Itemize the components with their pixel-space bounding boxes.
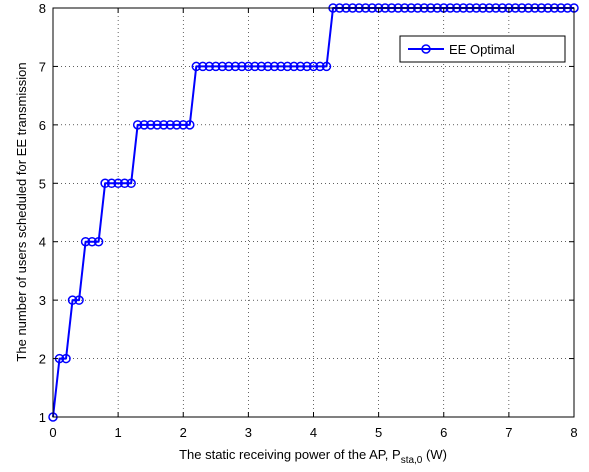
data-point bbox=[224, 61, 234, 72]
x-tick-label: 4 bbox=[310, 425, 317, 440]
data-point bbox=[185, 120, 195, 130]
data-point bbox=[289, 61, 299, 72]
data-point bbox=[198, 61, 208, 72]
data-point bbox=[217, 61, 228, 72]
data-point bbox=[237, 61, 247, 72]
data-point bbox=[139, 120, 149, 130]
data-point bbox=[250, 61, 260, 72]
x-tick-label: 1 bbox=[115, 425, 122, 440]
x-tick-label: 5 bbox=[375, 425, 382, 440]
data-point bbox=[152, 120, 162, 130]
x-axis-label: The static receiving power of the AP, Ps… bbox=[179, 447, 447, 466]
data-point bbox=[87, 236, 97, 247]
data-point bbox=[269, 61, 280, 72]
data-point bbox=[67, 295, 78, 305]
data-point bbox=[74, 295, 84, 305]
y-tick-label: 2 bbox=[39, 352, 46, 367]
data-point bbox=[204, 61, 215, 72]
data-point bbox=[80, 236, 91, 247]
y-tick-label: 3 bbox=[39, 293, 46, 308]
data-point bbox=[158, 120, 169, 130]
data-point bbox=[100, 178, 110, 189]
y-tick-label: 1 bbox=[39, 410, 46, 425]
legend-marker bbox=[421, 44, 431, 54]
data-point bbox=[276, 61, 286, 72]
y-tick-label: 4 bbox=[39, 235, 46, 250]
y-axis-label: The number of users scheduled for EE tra… bbox=[14, 62, 29, 361]
legend-label: EE Optimal bbox=[449, 42, 515, 57]
data-point bbox=[126, 178, 136, 189]
data-point bbox=[302, 61, 312, 72]
data-point bbox=[295, 61, 306, 72]
data-point bbox=[106, 178, 117, 189]
x-tick-label: 8 bbox=[570, 425, 577, 440]
data-point bbox=[321, 61, 332, 72]
data-point bbox=[61, 353, 71, 364]
x-tick-label: 2 bbox=[180, 425, 187, 440]
data-point bbox=[256, 61, 267, 72]
data-point bbox=[178, 120, 188, 130]
y-tick-label: 7 bbox=[39, 59, 46, 74]
data-point bbox=[191, 61, 202, 72]
data-point bbox=[243, 61, 254, 72]
data-point bbox=[165, 120, 175, 130]
x-tick-label: 6 bbox=[440, 425, 447, 440]
data-point bbox=[119, 178, 130, 189]
data-point bbox=[132, 120, 143, 130]
data-point bbox=[282, 61, 293, 72]
x-tick-label: 7 bbox=[505, 425, 512, 440]
data-point bbox=[171, 120, 182, 130]
y-tick-label: 8 bbox=[39, 1, 46, 16]
data-point bbox=[93, 236, 104, 247]
data-point bbox=[315, 61, 325, 72]
y-tick-label: 6 bbox=[39, 118, 46, 133]
x-tick-label: 3 bbox=[245, 425, 252, 440]
data-point bbox=[230, 61, 241, 72]
data-point bbox=[308, 61, 319, 72]
data-point bbox=[113, 178, 123, 189]
data-point bbox=[211, 61, 221, 72]
data-point bbox=[263, 61, 273, 72]
x-tick-label: 0 bbox=[49, 425, 56, 440]
data-point bbox=[145, 120, 156, 130]
legend: EE Optimal bbox=[399, 35, 566, 63]
y-tick-label: 5 bbox=[39, 176, 46, 191]
